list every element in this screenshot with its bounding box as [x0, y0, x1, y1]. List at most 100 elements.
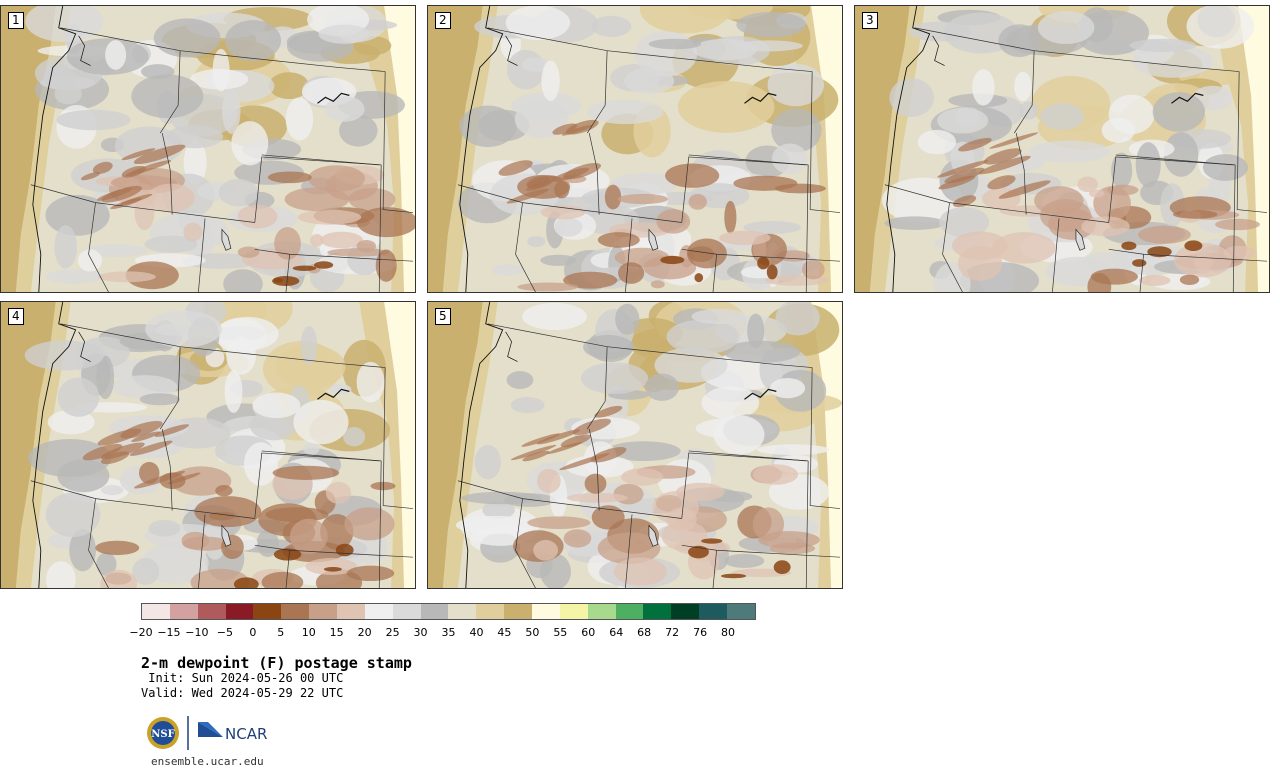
state-border	[588, 429, 600, 511]
colorbar-swatch	[643, 604, 672, 619]
colorbar-tick-label: 25	[385, 626, 400, 639]
state-border	[1232, 164, 1236, 292]
great-salt-lake	[221, 228, 232, 251]
state-border	[1139, 254, 1144, 292]
coastline	[459, 302, 504, 588]
colorbar-tick-label: 35	[441, 626, 456, 639]
member-label: 1	[8, 12, 24, 29]
state-border	[809, 367, 841, 509]
state-border	[60, 27, 386, 72]
colorbar-tick-label: 80	[721, 626, 736, 639]
great-salt-lake	[648, 524, 659, 547]
state-border	[161, 429, 173, 511]
state-border	[161, 133, 173, 215]
state-border	[712, 550, 717, 588]
coastline	[886, 6, 931, 292]
state-border	[487, 323, 813, 368]
colorbar-tick-label: 76	[693, 626, 708, 639]
colorbar-tick-label: 10	[301, 626, 316, 639]
colorbar-swatch	[197, 604, 226, 619]
colorbar-tick-label: 40	[469, 626, 484, 639]
map-canvas	[428, 302, 842, 588]
colorbar-tick-label: 68	[637, 626, 652, 639]
colorbar-swatch	[532, 604, 560, 619]
state-border	[1236, 71, 1268, 213]
state-border	[515, 498, 536, 588]
colorbar-swatch	[225, 604, 254, 619]
state-border	[1115, 154, 1234, 166]
member-label: 2	[435, 12, 451, 29]
state-border	[254, 156, 382, 223]
state-border	[261, 154, 380, 166]
map-canvas	[428, 6, 842, 292]
river	[744, 92, 777, 104]
colorbar-swatch	[671, 604, 700, 619]
state-border	[805, 460, 809, 588]
state-border	[382, 367, 414, 509]
colorbar-swatch	[727, 604, 755, 619]
colorbar-swatch	[392, 604, 421, 619]
ensemble-member-map-5: 5	[427, 301, 843, 589]
ensemble-member-map-1: 1	[0, 5, 416, 293]
colorbar-tick-label: −5	[216, 626, 233, 639]
state-border	[88, 202, 109, 292]
state-border	[515, 202, 536, 292]
coastline	[32, 6, 77, 292]
member-label: 4	[8, 308, 24, 325]
colorbar-swatch	[281, 604, 310, 619]
colorbar-tick-label: 0	[249, 626, 257, 639]
state-border	[681, 156, 809, 223]
colorbar-tick-label: 15	[329, 626, 344, 639]
colorbar-tick-label: −15	[157, 626, 181, 639]
state-border	[688, 154, 807, 166]
colorbar-swatch	[587, 604, 616, 619]
map-canvas	[1, 6, 415, 292]
state-border	[588, 133, 600, 215]
state-border	[805, 164, 809, 292]
river	[317, 92, 350, 104]
great-salt-lake	[1075, 228, 1086, 251]
state-border	[586, 346, 608, 430]
state-border	[586, 50, 608, 134]
colorbar-tick-label: 64	[609, 626, 624, 639]
state-border	[1015, 133, 1027, 215]
colorbar-swatch	[504, 604, 533, 619]
coastline	[459, 6, 504, 292]
river	[1171, 92, 1204, 104]
state-border	[382, 71, 414, 213]
colorbar-swatch	[169, 604, 198, 619]
ensemble-member-map-2: 2	[427, 5, 843, 293]
state-border	[159, 50, 181, 134]
state-border	[60, 323, 386, 368]
member-label: 5	[435, 308, 451, 325]
state-border	[378, 164, 382, 292]
ncar-logo-icon: NCAR	[198, 722, 267, 743]
init-time: Init: Sun 2024-05-26 00 UTC	[141, 671, 344, 685]
dewpoint-colorbar	[141, 603, 756, 620]
state-border	[884, 184, 1109, 223]
colorbar-tick-label: 45	[497, 626, 512, 639]
river	[744, 388, 777, 400]
state-border	[1052, 218, 1060, 292]
state-border	[159, 346, 181, 430]
state-border	[688, 450, 807, 462]
ensemble-member-map-3: 3	[854, 5, 1270, 293]
state-border	[712, 254, 717, 292]
colorbar-swatch	[559, 604, 588, 619]
state-border	[285, 254, 290, 292]
state-border	[254, 452, 382, 519]
river	[317, 388, 350, 400]
colorbar-swatch	[337, 604, 365, 619]
state-border	[457, 480, 682, 519]
state-border	[261, 450, 380, 462]
colorbar-tick-label: −20	[129, 626, 153, 639]
colorbar-tick-label: 30	[413, 626, 428, 639]
map-canvas	[855, 6, 1269, 292]
colorbar-swatch	[476, 604, 505, 619]
state-border	[914, 27, 1240, 72]
map-canvas	[1, 302, 415, 588]
svg-text:NCAR: NCAR	[225, 725, 267, 743]
svg-text:NSF: NSF	[151, 729, 174, 740]
coastline	[32, 302, 77, 588]
great-salt-lake	[221, 524, 232, 547]
